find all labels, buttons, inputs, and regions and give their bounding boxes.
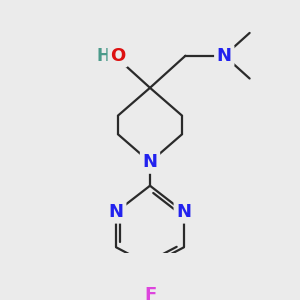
Text: F: F: [144, 286, 156, 300]
Text: H: H: [97, 47, 110, 65]
Text: N: N: [217, 47, 232, 65]
Text: N: N: [142, 153, 158, 171]
Text: N: N: [109, 203, 124, 221]
Text: O: O: [110, 47, 125, 65]
Text: N: N: [176, 203, 191, 221]
Text: H: H: [101, 47, 115, 65]
